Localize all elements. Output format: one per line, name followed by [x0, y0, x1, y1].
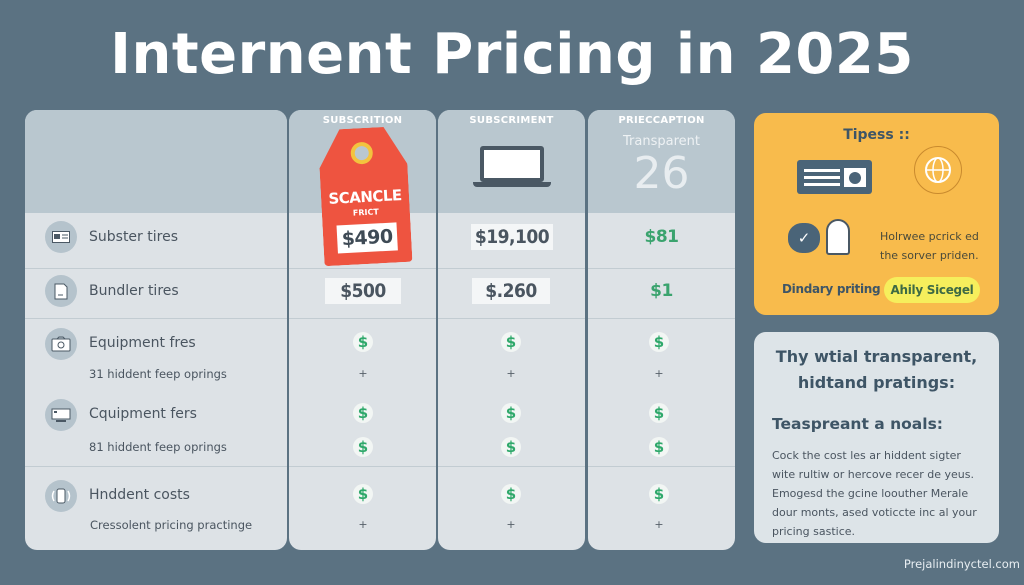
tips-text: Holrwee pcrick ed the sorver priden.	[880, 227, 979, 265]
price-value: $19,100	[471, 224, 553, 250]
info-body-line: pricing sastice.	[772, 525, 855, 538]
labels-header	[25, 110, 287, 213]
pricing-column-1: SUBSCRITION $500 $ + $ $ $ +	[289, 110, 436, 550]
verified-badge-icon: ✓	[788, 223, 820, 253]
dollar-icon: $	[501, 403, 521, 423]
dollar-icon: $	[353, 403, 373, 423]
row-label: Bundler tires	[89, 283, 179, 299]
column-header: SUBSCRIMENT	[469, 115, 554, 126]
row-label: Cquipment fers	[89, 406, 197, 422]
camera-icon	[45, 328, 77, 360]
page-title: Internent Pricing in 2025	[110, 22, 914, 87]
row-label: Subster tires	[89, 229, 178, 245]
footer-site-link[interactable]: Prejalindinyctel.com	[903, 557, 1020, 571]
plus-icon: +	[506, 367, 516, 380]
plus-icon: +	[654, 367, 664, 380]
tips-card: Tipess :: ✓ Holrwee pcrick ed the sorver…	[754, 113, 999, 315]
info-body-line: wite rultiw or hercove recer de yeus.	[772, 468, 974, 481]
dollar-icon: $	[649, 403, 669, 423]
signal-device-icon	[45, 480, 77, 512]
dollar-icon: $	[649, 332, 669, 352]
dollar-icon: $	[353, 484, 373, 504]
dollar-icon: $	[501, 332, 521, 352]
price-value: $81	[644, 227, 680, 247]
id-card-icon	[45, 221, 77, 253]
dollar-icon: $	[649, 484, 669, 504]
tips-text-line: Holrwee pcrick ed	[880, 230, 979, 243]
big-number: 26	[633, 148, 690, 199]
dollar-icon: $	[649, 437, 669, 457]
info-body-line: Cock the cost les ar hiddent sigter	[772, 449, 961, 462]
laptop-icon	[480, 146, 544, 182]
info-heading-line: Thy wtial transparent,	[775, 347, 978, 366]
plus-icon: +	[358, 367, 368, 380]
dollar-icon: $	[501, 437, 521, 457]
column-header: PRIECCAPTION	[618, 115, 705, 126]
row-sublabel: 81 hiddent feep oprings	[89, 440, 227, 454]
dollar-icon: $	[353, 437, 373, 457]
row-labels-panel: Subster tires Bundler tires Equipment fr…	[25, 110, 287, 550]
id-card-icon	[797, 160, 872, 194]
tips-label: Dindary priting	[782, 282, 881, 296]
info-heading-line: hidtand pratings:	[797, 373, 956, 392]
tips-title: Tipess ::	[843, 127, 910, 143]
price-value: $.260	[472, 278, 550, 304]
plus-icon: +	[358, 518, 368, 531]
info-subheading: Teaspreant a noals:	[772, 415, 943, 433]
document-icon	[45, 275, 77, 307]
row-sublabel: Cressolent pricing practinge	[90, 518, 253, 532]
dollar-icon: $	[353, 332, 373, 352]
plus-icon: +	[506, 518, 516, 531]
info-body: Cock the cost les ar hiddent sigter wite…	[772, 446, 992, 541]
robot-icon	[826, 219, 850, 255]
row-label: Equipment fres	[89, 335, 196, 351]
pricing-column-3: PRIECCAPTION $81 $1 $ + $ $ $ +	[588, 110, 735, 550]
transparent-label: Transparent	[623, 134, 700, 149]
info-heading: Thy wtial transparent, hidtand pratings:	[754, 344, 999, 396]
tips-pill-button[interactable]: Ahily Sicegel	[884, 277, 980, 303]
column-header: SUBSCRITION	[322, 115, 403, 126]
dollar-icon: $	[501, 484, 521, 504]
globe-icon	[914, 146, 962, 194]
price-value: $500	[325, 278, 401, 304]
plus-icon: +	[654, 518, 664, 531]
row-sublabel: 31 hiddent feep oprings	[89, 367, 227, 381]
tips-text-line: the sorver priden.	[880, 249, 979, 262]
row-label: Hnddent costs	[89, 487, 190, 503]
info-body-line: Emogesd the gcine loouther Merale	[772, 487, 969, 500]
price-value: $1	[650, 281, 673, 301]
pricing-column-2: SUBSCRIMENT $19,100 $.260 $ + $ $ $ +	[438, 110, 585, 550]
price-tag-icon: SCANCLE FRICT $490	[318, 126, 413, 266]
tag-price: $490	[336, 222, 398, 254]
monitor-icon	[45, 399, 77, 431]
info-card: Thy wtial transparent, hidtand pratings:…	[754, 332, 999, 543]
laptop-base	[473, 182, 551, 187]
info-body-line: dour monts, ased voticcte inc al your	[772, 506, 977, 519]
